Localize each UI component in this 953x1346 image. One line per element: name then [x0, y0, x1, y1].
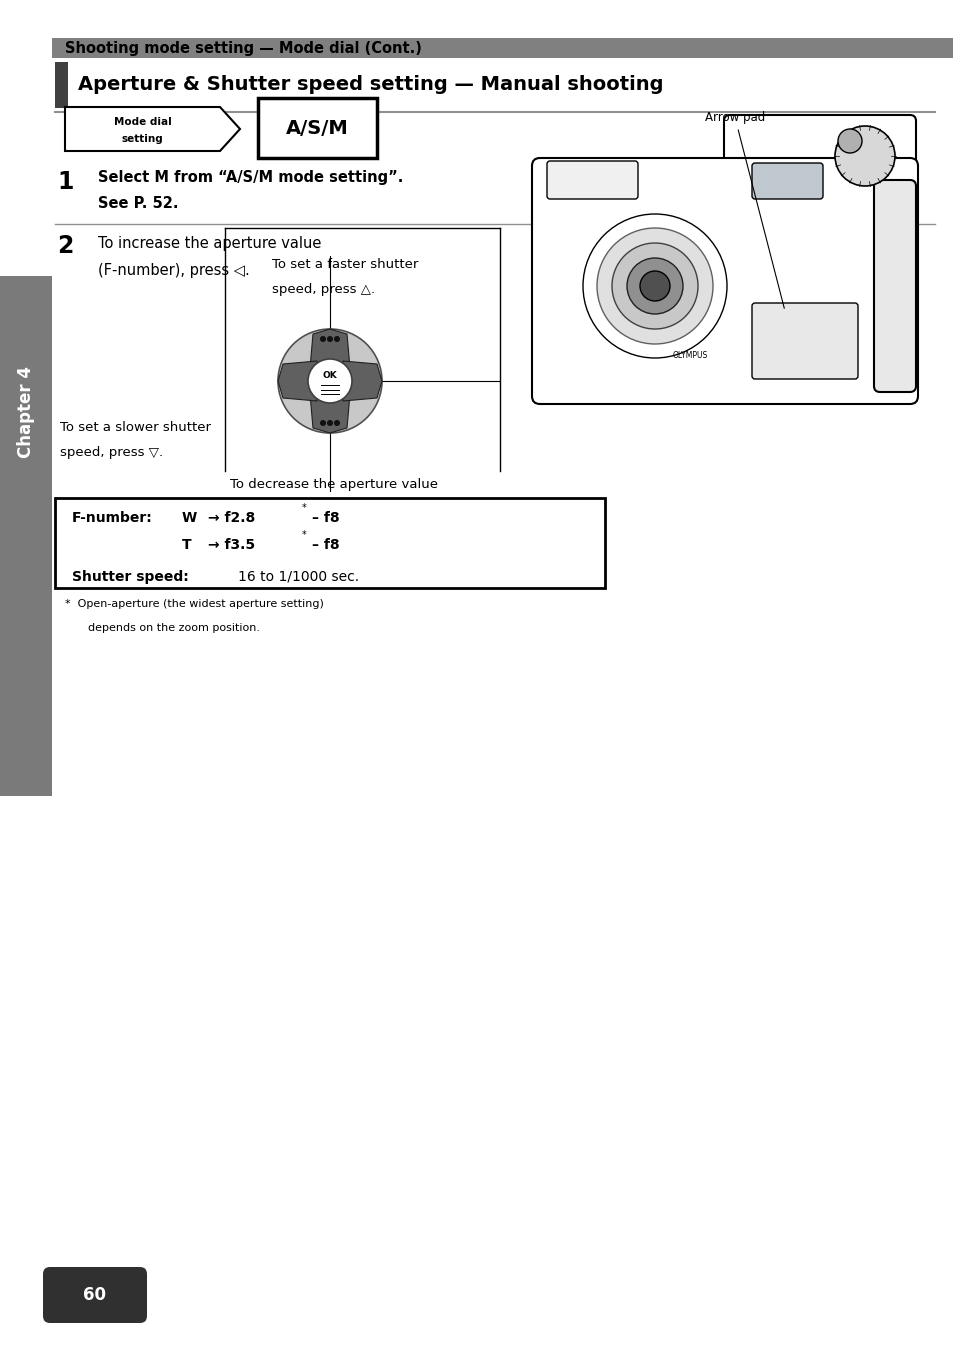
FancyBboxPatch shape: [43, 1267, 147, 1323]
Text: Shooting mode setting — Mode dial (Cont.): Shooting mode setting — Mode dial (Cont.…: [65, 40, 421, 57]
Text: speed, press ▽.: speed, press ▽.: [60, 446, 163, 459]
Polygon shape: [310, 328, 350, 367]
FancyBboxPatch shape: [257, 98, 376, 157]
Circle shape: [335, 336, 339, 342]
Circle shape: [277, 328, 381, 433]
Text: (F-number), press ◁.: (F-number), press ◁.: [98, 262, 250, 279]
Text: *  Open-aperture (the widest aperture setting): * Open-aperture (the widest aperture set…: [65, 599, 323, 608]
Circle shape: [834, 127, 894, 186]
Polygon shape: [65, 106, 240, 151]
Text: Mode dial: Mode dial: [113, 117, 172, 127]
FancyBboxPatch shape: [751, 303, 857, 380]
Bar: [0, 276, 52, 795]
Text: → f3.5: → f3.5: [208, 538, 254, 552]
FancyBboxPatch shape: [546, 162, 638, 199]
Text: OK: OK: [322, 371, 337, 381]
Text: See P. 52.: See P. 52.: [98, 197, 178, 211]
Bar: [52, 38, 953, 58]
Polygon shape: [343, 361, 381, 401]
Text: – f8: – f8: [312, 538, 339, 552]
Circle shape: [582, 214, 726, 358]
Circle shape: [639, 271, 669, 302]
Text: 16 to 1/1000 sec.: 16 to 1/1000 sec.: [237, 569, 358, 584]
Text: Aperture & Shutter speed setting — Manual shooting: Aperture & Shutter speed setting — Manua…: [78, 75, 662, 94]
Text: T: T: [182, 538, 192, 552]
Circle shape: [837, 129, 862, 153]
Circle shape: [335, 421, 339, 425]
Circle shape: [626, 258, 682, 314]
Text: W: W: [182, 511, 197, 525]
Text: *: *: [302, 530, 307, 540]
Circle shape: [612, 244, 698, 328]
Text: Arrow pad: Arrow pad: [704, 112, 783, 308]
Text: F-number:: F-number:: [71, 511, 152, 525]
Polygon shape: [277, 361, 316, 401]
Text: Shutter speed:: Shutter speed:: [71, 569, 189, 584]
Circle shape: [320, 336, 325, 342]
FancyBboxPatch shape: [723, 114, 915, 178]
Text: A/S/M: A/S/M: [286, 118, 349, 137]
Circle shape: [597, 227, 712, 345]
Text: → f2.8: → f2.8: [208, 511, 255, 525]
Text: – f8: – f8: [312, 511, 339, 525]
FancyBboxPatch shape: [873, 180, 915, 392]
Circle shape: [308, 359, 352, 402]
Text: (F-number), press ▷.: (F-number), press ▷.: [230, 503, 367, 516]
Circle shape: [328, 336, 332, 342]
Text: speed, press △.: speed, press △.: [272, 283, 375, 296]
Text: Select M from “A/S/M mode setting”.: Select M from “A/S/M mode setting”.: [98, 170, 403, 184]
Text: setting: setting: [121, 135, 163, 144]
Bar: [55, 498, 604, 588]
FancyBboxPatch shape: [751, 163, 822, 199]
Text: To decrease the aperture value: To decrease the aperture value: [230, 478, 437, 491]
Bar: [55, 62, 68, 108]
Text: *: *: [302, 503, 307, 513]
Circle shape: [320, 421, 325, 425]
Text: To increase the aperture value: To increase the aperture value: [98, 236, 321, 250]
Text: depends on the zoom position.: depends on the zoom position.: [88, 623, 260, 633]
Text: OLYMPUS: OLYMPUS: [672, 351, 707, 361]
Text: To set a slower shutter: To set a slower shutter: [60, 421, 211, 433]
Text: 1: 1: [57, 170, 73, 194]
Text: 60: 60: [84, 1285, 107, 1304]
FancyBboxPatch shape: [532, 157, 917, 404]
Circle shape: [328, 421, 332, 425]
Polygon shape: [310, 394, 350, 433]
Text: To set a faster shutter: To set a faster shutter: [272, 258, 418, 271]
Text: Chapter 4: Chapter 4: [17, 366, 35, 458]
Text: 2: 2: [57, 234, 73, 258]
